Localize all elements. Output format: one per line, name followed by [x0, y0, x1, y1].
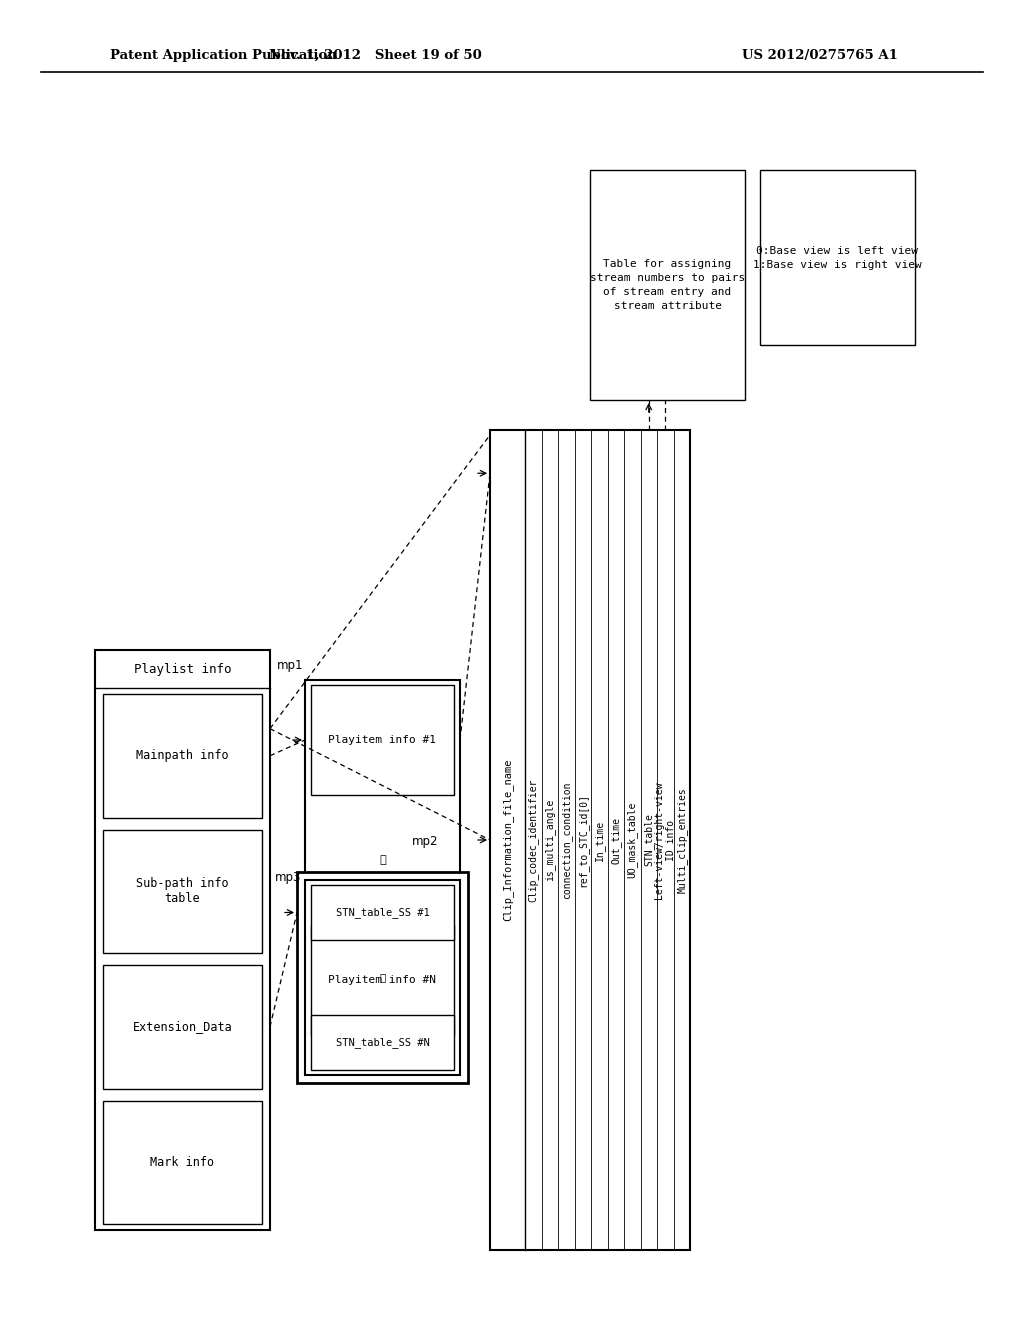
Bar — [305, 680, 460, 1040]
Text: Nov. 1, 2012   Sheet 19 of 50: Nov. 1, 2012 Sheet 19 of 50 — [268, 49, 481, 62]
Text: Mark info: Mark info — [151, 1156, 215, 1168]
Text: Patent Application Publication: Patent Application Publication — [110, 49, 337, 62]
Text: STN_table_SS #N: STN_table_SS #N — [336, 1038, 429, 1048]
Text: Out_time: Out_time — [610, 817, 622, 863]
Text: Clip_Information_file_name: Clip_Information_file_name — [502, 759, 513, 921]
Text: mp2: mp2 — [412, 836, 438, 849]
Text: ref_to_STC_id[0]: ref_to_STC_id[0] — [578, 793, 588, 887]
Bar — [311, 685, 454, 795]
Bar — [103, 965, 262, 1089]
Text: connection_condition: connection_condition — [561, 781, 571, 899]
Text: FIG. 19: FIG. 19 — [139, 731, 211, 748]
Bar — [760, 170, 915, 345]
Bar — [103, 1101, 262, 1224]
Text: Mainpath info: Mainpath info — [136, 750, 228, 762]
Text: Extension_Data: Extension_Data — [133, 1020, 232, 1034]
Bar — [311, 1015, 454, 1071]
Bar — [103, 694, 262, 817]
Text: Left-view/right-view
ID info: Left-view/right-view ID info — [654, 781, 676, 899]
Bar — [490, 430, 690, 1250]
Text: UO_mask_table: UO_mask_table — [627, 801, 638, 878]
Text: US 2012/0275765 A1: US 2012/0275765 A1 — [742, 49, 898, 62]
Text: STN_table: STN_table — [643, 813, 654, 866]
Text: ⋮: ⋮ — [379, 855, 386, 865]
Text: mp1: mp1 — [276, 659, 303, 672]
Text: Clip_codec_identifier: Clip_codec_identifier — [527, 779, 539, 902]
Text: is_multi_angle: is_multi_angle — [545, 799, 555, 882]
Text: 0:Base view is left view
1:Base view is right view: 0:Base view is left view 1:Base view is … — [753, 246, 922, 269]
Bar — [103, 829, 262, 953]
Bar — [305, 880, 460, 1074]
Bar — [95, 649, 270, 1230]
Text: Playlist info: Playlist info — [134, 663, 231, 676]
Text: STN_table_SS #1: STN_table_SS #1 — [336, 907, 429, 917]
Text: Playitem info #N: Playitem info #N — [329, 975, 436, 985]
Text: In_time: In_time — [594, 820, 605, 861]
Bar — [311, 884, 454, 940]
Text: Playitem info #1: Playitem info #1 — [329, 735, 436, 744]
Text: mp3: mp3 — [274, 871, 301, 884]
Text: ⋮: ⋮ — [379, 973, 386, 982]
Text: Table for assigning
stream numbers to pairs
of stream entry and
stream attribute: Table for assigning stream numbers to pa… — [590, 259, 745, 312]
Text: Sub-path info
table: Sub-path info table — [136, 878, 228, 906]
Text: Multi_clip_entries: Multi_clip_entries — [676, 787, 687, 892]
Bar — [311, 925, 454, 1035]
Bar — [590, 170, 745, 400]
Bar — [297, 873, 468, 1082]
